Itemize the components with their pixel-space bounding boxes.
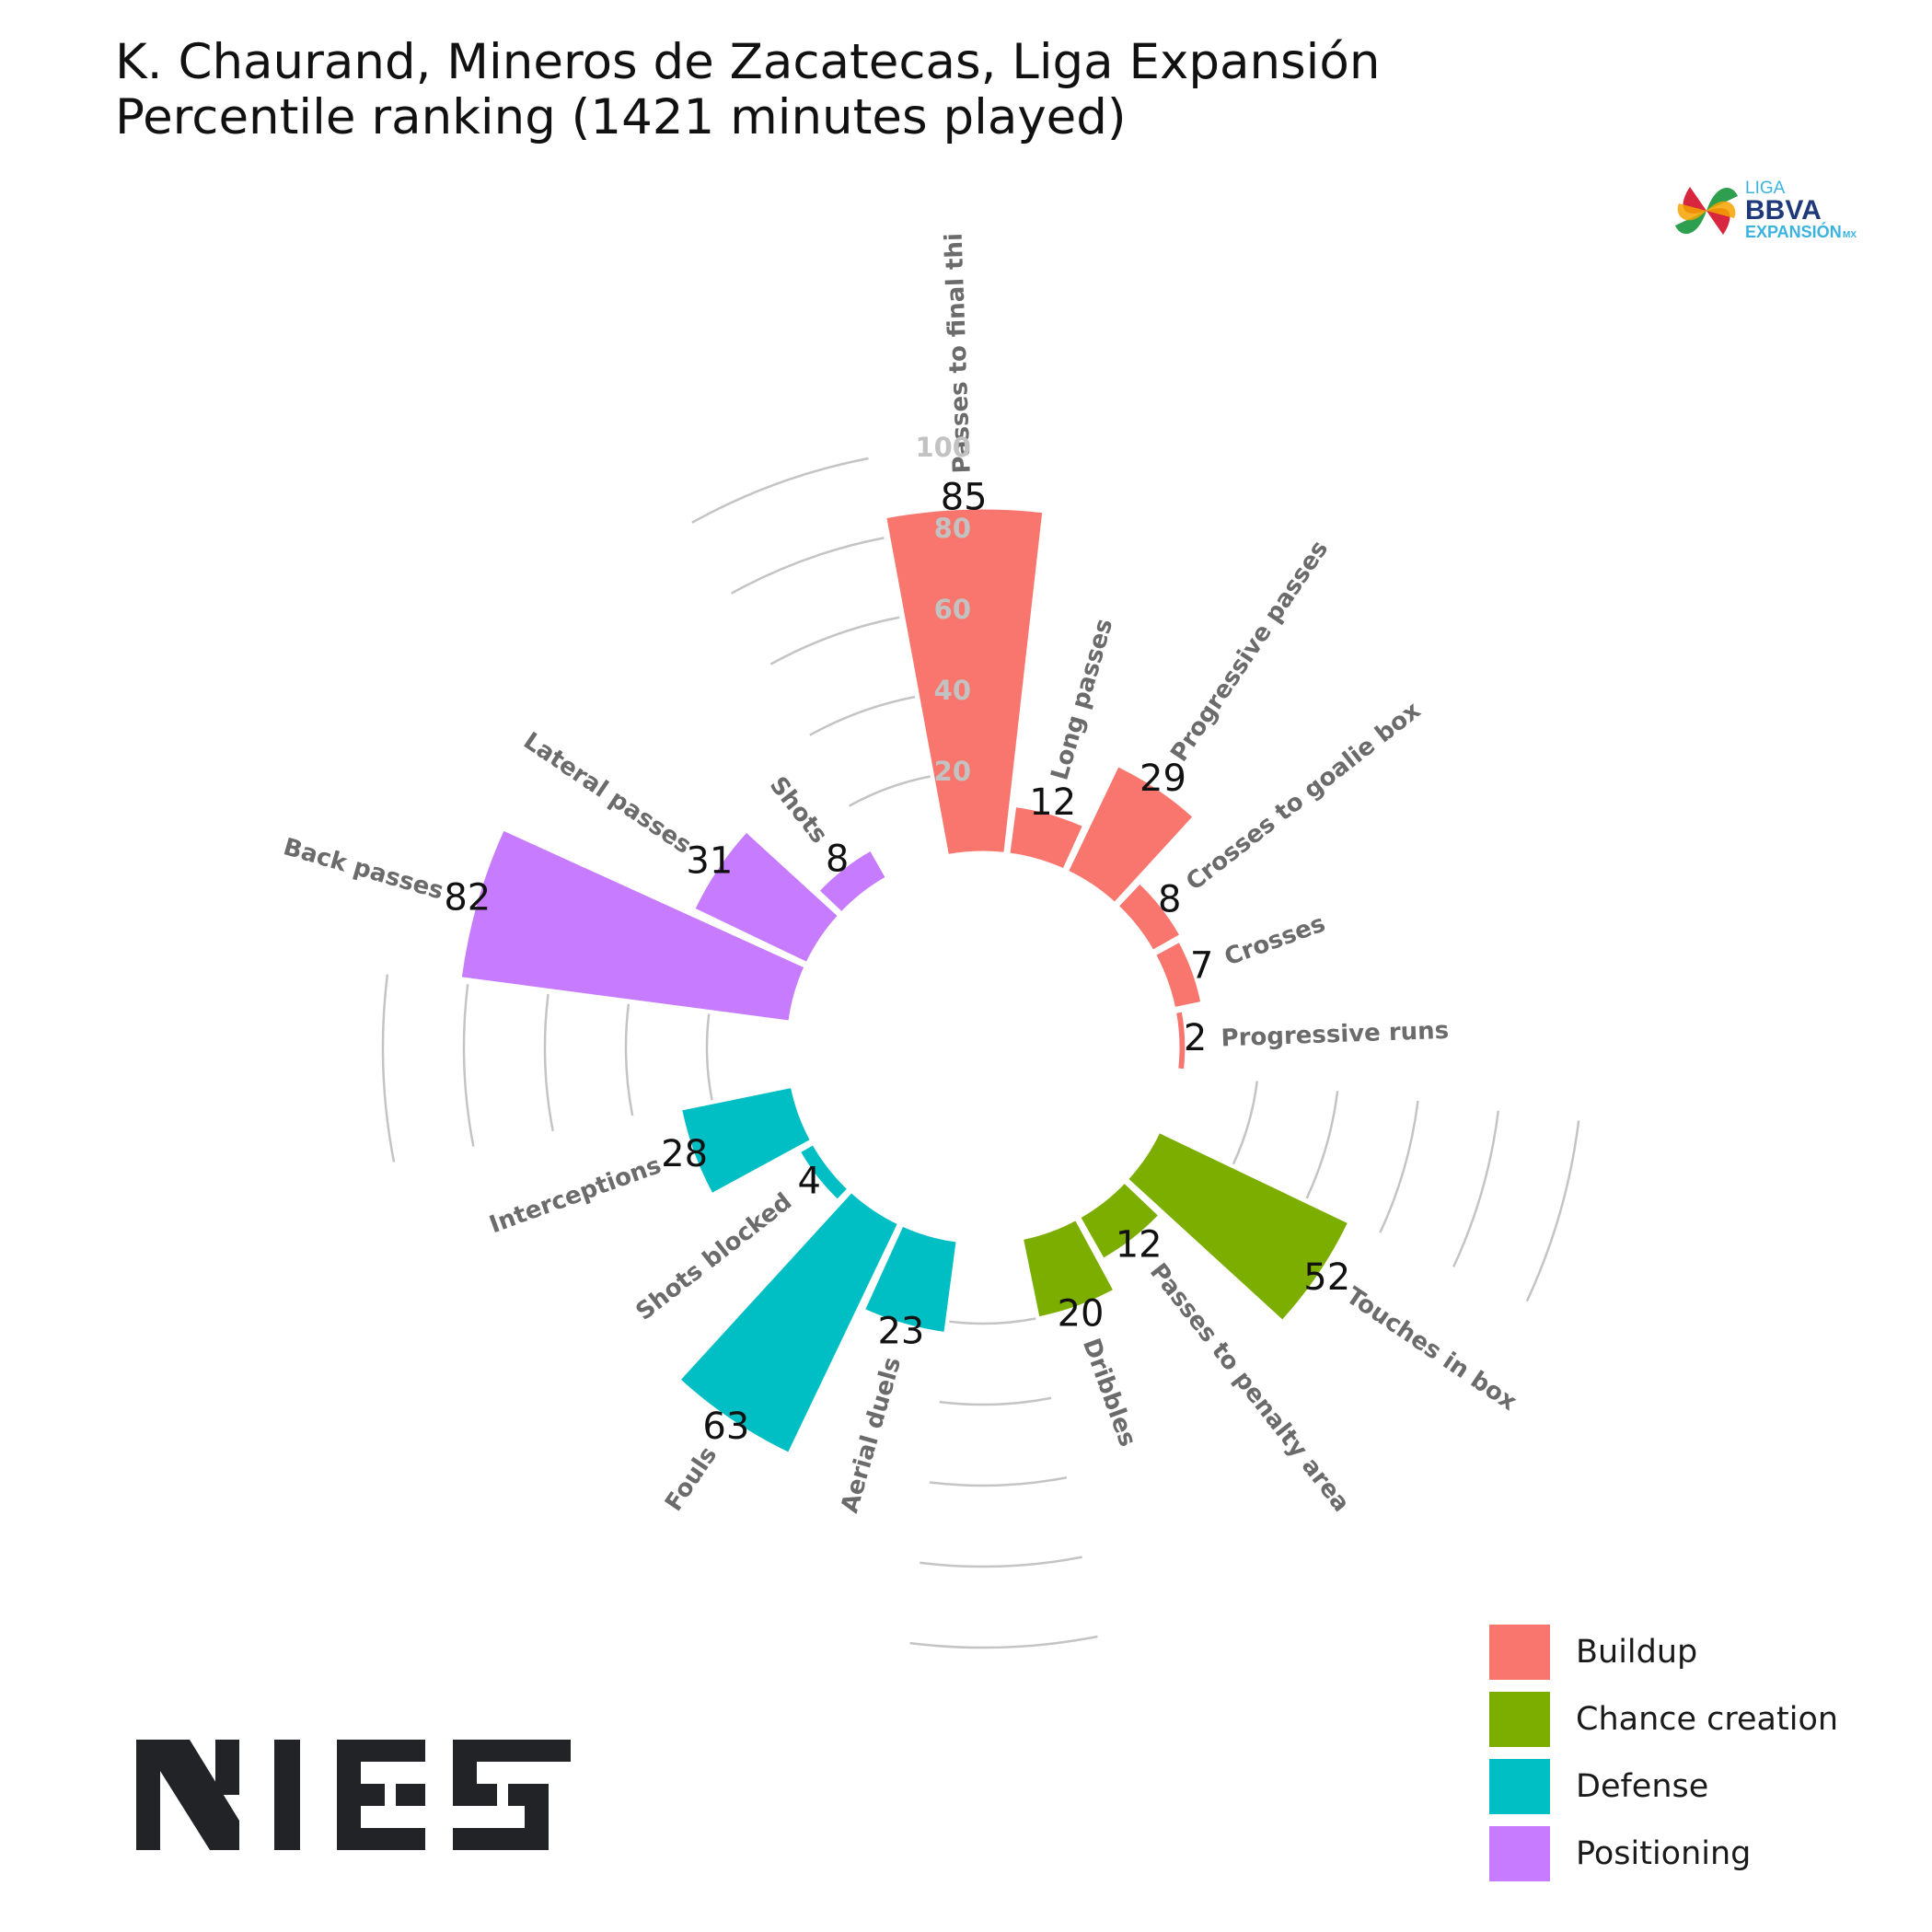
- bar-crosses-to-goalie-box: [1115, 880, 1184, 954]
- bar-passes-to-final-thi: [883, 506, 1046, 858]
- legend-item: Chance creation: [1489, 1685, 1838, 1753]
- logo-text-bbva: BBVA: [1745, 195, 1822, 226]
- bar-fouls: [677, 1189, 901, 1456]
- value-label: 8: [1158, 879, 1181, 921]
- grid-arc: [381, 974, 396, 1163]
- liga-expansion-logo: LIGA BBVA EXPANSIÓN MX: [1675, 179, 1857, 241]
- grid-arc: [1232, 1081, 1259, 1165]
- logo-text-mx: MX: [1843, 230, 1857, 240]
- category-label: Dribbles: [1077, 1335, 1141, 1450]
- grid-arc: [809, 695, 916, 736]
- value-label: 4: [797, 1161, 820, 1203]
- bar-progressive-passes: [1065, 763, 1197, 906]
- grid-arc: [929, 1476, 1068, 1487]
- category-label: Progressive passes: [1165, 536, 1334, 767]
- value-label: 85: [941, 476, 988, 518]
- bar-long-passes: [1007, 804, 1086, 872]
- grid-arc: [949, 1317, 1036, 1325]
- value-label: 63: [702, 1406, 749, 1448]
- category-label: Back passes: [280, 833, 446, 905]
- value-label: 23: [877, 1311, 924, 1353]
- chart-title-line-1: K. Chaurand, Mineros de Zacatecas, Liga …: [115, 34, 1381, 90]
- legend-item: Defense: [1489, 1753, 1838, 1820]
- legend-item: Buildup: [1489, 1618, 1838, 1685]
- category-label: Shots: [764, 771, 833, 849]
- value-label: 31: [686, 840, 733, 883]
- pinwheel-icon: [1675, 187, 1738, 235]
- legend-label: Chance creation: [1576, 1700, 1839, 1738]
- radial-tick-label: 20: [934, 756, 971, 787]
- value-label: 82: [444, 876, 491, 919]
- logo-text-liga: LIGA: [1745, 179, 1786, 198]
- grid-arc: [1305, 1091, 1339, 1199]
- category-label: Touches in box: [1341, 1282, 1521, 1417]
- bars: [458, 506, 1351, 1456]
- grid-arc: [939, 1396, 1052, 1406]
- category-label: Crosses: [1221, 909, 1329, 971]
- value-label: 8: [826, 838, 849, 880]
- radial-tick-label: 100: [915, 432, 971, 463]
- category-label: Interceptions: [486, 1151, 665, 1239]
- bar-shots: [816, 847, 889, 916]
- grid-arc: [1525, 1120, 1580, 1302]
- legend-swatch: [1489, 1758, 1550, 1814]
- category-label: Progressive runs: [1221, 1017, 1450, 1053]
- value-label: 29: [1140, 758, 1186, 800]
- category-label: Aerial duels: [836, 1354, 907, 1516]
- radial-tick-label: 60: [934, 594, 971, 625]
- grid-arc: [462, 984, 475, 1147]
- value-label: 7: [1190, 945, 1213, 988]
- grid-arc: [624, 1003, 634, 1116]
- grid-arc: [705, 1013, 713, 1101]
- grid-arc: [848, 775, 931, 807]
- chart-title: K. Chaurand, Mineros de Zacatecas, Liga …: [115, 35, 1380, 145]
- legend-swatch: [1489, 1624, 1550, 1680]
- radial-tick-label: 80: [934, 513, 971, 544]
- value-label: 20: [1058, 1292, 1105, 1335]
- bar-lateral-passes: [691, 828, 841, 966]
- grid-arc: [1379, 1100, 1419, 1233]
- legend: Buildup Chance creation Defense Positioning: [1489, 1618, 1838, 1887]
- radial-tick-labels: 20 40 60 80 100: [915, 432, 971, 787]
- grid-arc: [1452, 1110, 1500, 1267]
- legend-swatch: [1489, 1825, 1550, 1881]
- grid-arc: [769, 616, 900, 665]
- bar-shots-blocked: [797, 1141, 851, 1203]
- grid-arc: [691, 457, 869, 524]
- value-label: 2: [1184, 1017, 1207, 1059]
- category-label: Fouls: [660, 1441, 723, 1516]
- bar-passes-to-penalty-area: [1077, 1179, 1163, 1262]
- legend-swatch: [1489, 1691, 1550, 1747]
- chart-subtitle: Percentile ranking (1421 minutes played): [115, 89, 1127, 145]
- category-label: Long passes: [1047, 616, 1119, 783]
- legend-label: Defense: [1576, 1767, 1709, 1805]
- bar-interceptions: [678, 1084, 814, 1197]
- value-label: 12: [1029, 781, 1076, 824]
- grid-arc: [730, 537, 885, 595]
- bar-crosses: [1152, 939, 1204, 1011]
- value-label: 28: [661, 1133, 708, 1175]
- category-label: Crosses to goalie box: [1181, 697, 1426, 897]
- logo-text-expansion: EXPANSIÓN: [1745, 222, 1842, 241]
- radial-grid: [381, 457, 1580, 1649]
- grid-arc: [909, 1635, 1098, 1649]
- radial-tick-label: 40: [934, 675, 971, 706]
- grid-arc: [920, 1556, 1082, 1568]
- bar-dribbles: [1020, 1217, 1116, 1320]
- bar-progressive-runs: [1173, 1009, 1188, 1072]
- bar-touches-in-box: [1125, 1129, 1351, 1324]
- value-label: 12: [1116, 1224, 1163, 1267]
- grid-arc: [543, 993, 554, 1132]
- legend-item: Positioning: [1489, 1820, 1838, 1887]
- category-label: Lateral passes: [518, 727, 696, 860]
- legend-label: Buildup: [1576, 1633, 1698, 1671]
- bar-aerial-duels: [862, 1223, 959, 1336]
- value-label: 52: [1303, 1256, 1350, 1299]
- nies-logo: [136, 1740, 571, 1850]
- legend-label: Positioning: [1576, 1834, 1752, 1872]
- bar-back-passes: [458, 827, 807, 1024]
